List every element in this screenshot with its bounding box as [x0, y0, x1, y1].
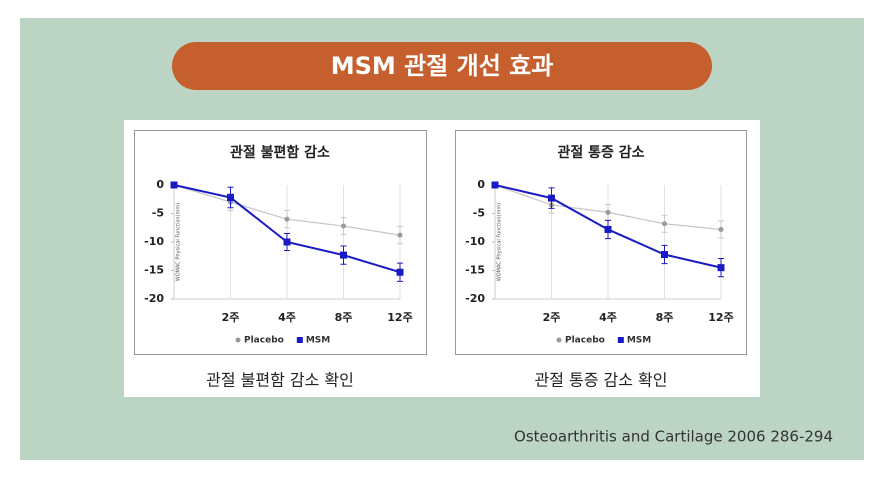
marker: [227, 194, 234, 202]
legend-label: MSM: [627, 336, 651, 346]
y-axis-label: WOMAC Physical Function(mm): [176, 203, 182, 281]
marker: [661, 251, 668, 259]
x-tick-label: 12주: [708, 311, 733, 324]
marker: [284, 216, 290, 222]
chart-title: 관절 통증 감소: [557, 144, 644, 161]
x-tick-label: 4주: [599, 311, 617, 324]
x-tick-label: 4주: [278, 311, 296, 324]
marker: [718, 226, 724, 232]
x-tick-label: 8주: [335, 311, 353, 324]
chart-frame: [134, 130, 427, 355]
legend-swatch: [617, 337, 624, 343]
y-tick-label: -10: [465, 235, 485, 248]
marker: [396, 268, 404, 276]
chart-frame: [455, 130, 747, 355]
marker: [548, 194, 555, 202]
marker: [397, 232, 403, 238]
marker: [170, 181, 178, 189]
marker: [283, 238, 291, 246]
y-tick-label: -20: [144, 292, 164, 305]
caption: 관절 통증 감소 확인: [534, 371, 667, 390]
marker: [605, 209, 611, 215]
marker: [717, 264, 725, 272]
caption: 관절 불편함 감소 확인: [206, 371, 354, 390]
y-tick-label: -5: [473, 207, 485, 220]
x-tick-label: 12주: [387, 311, 412, 324]
x-tick-label: 2주: [222, 311, 240, 324]
legend-swatch: [556, 337, 562, 343]
y-tick-label: 0: [156, 178, 164, 191]
y-tick-label: -10: [144, 235, 164, 248]
title-pill: [172, 42, 712, 90]
marker: [662, 221, 667, 227]
legend-swatch: [296, 337, 303, 343]
marker: [340, 251, 347, 259]
title: MSM 관절 개선 효과: [331, 52, 554, 80]
y-tick-label: -20: [465, 292, 485, 305]
y-tick-label: 0: [477, 178, 485, 191]
x-tick-label: 2주: [543, 311, 561, 324]
marker: [604, 225, 612, 233]
marker: [491, 181, 499, 189]
legend-label: Placebo: [244, 336, 284, 346]
chart-title: 관절 불편함 감소: [230, 144, 330, 161]
y-axis-label: WOMAC Physical Function(mm): [497, 203, 503, 281]
legend-swatch: [235, 337, 241, 343]
y-tick-label: -15: [465, 264, 485, 277]
x-tick-label: 8주: [656, 311, 674, 324]
y-tick-label: -5: [152, 207, 164, 220]
y-tick-label: -15: [144, 264, 164, 277]
marker: [341, 223, 346, 229]
legend-label: MSM: [306, 336, 330, 346]
citation: Osteoarthritis and Cartilage 2006 286-29…: [514, 428, 833, 446]
legend-label: Placebo: [565, 336, 605, 346]
